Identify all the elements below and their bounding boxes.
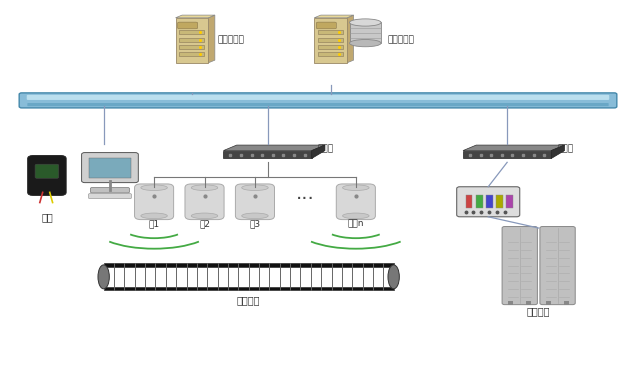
FancyBboxPatch shape bbox=[540, 227, 575, 305]
FancyBboxPatch shape bbox=[81, 152, 138, 182]
Ellipse shape bbox=[343, 185, 369, 190]
FancyBboxPatch shape bbox=[35, 164, 59, 178]
Ellipse shape bbox=[350, 19, 381, 26]
Polygon shape bbox=[223, 145, 325, 150]
FancyBboxPatch shape bbox=[27, 103, 609, 106]
Bar bbox=[350, 22, 381, 43]
Bar bbox=[104, 263, 394, 267]
FancyBboxPatch shape bbox=[486, 195, 493, 208]
Ellipse shape bbox=[141, 213, 167, 219]
Ellipse shape bbox=[191, 213, 218, 219]
Ellipse shape bbox=[350, 40, 381, 47]
Ellipse shape bbox=[343, 213, 369, 219]
Ellipse shape bbox=[242, 185, 268, 190]
Bar bbox=[223, 150, 312, 158]
Polygon shape bbox=[314, 15, 354, 18]
FancyBboxPatch shape bbox=[336, 184, 375, 219]
FancyBboxPatch shape bbox=[90, 187, 130, 193]
FancyBboxPatch shape bbox=[316, 22, 336, 29]
FancyBboxPatch shape bbox=[508, 301, 513, 305]
FancyBboxPatch shape bbox=[19, 93, 617, 108]
Text: 发卡: 发卡 bbox=[41, 213, 53, 223]
FancyBboxPatch shape bbox=[314, 18, 347, 63]
FancyBboxPatch shape bbox=[318, 38, 343, 42]
FancyBboxPatch shape bbox=[88, 194, 132, 199]
FancyBboxPatch shape bbox=[496, 195, 503, 208]
FancyBboxPatch shape bbox=[564, 301, 569, 305]
Text: 工1: 工1 bbox=[149, 219, 160, 228]
Text: ···: ··· bbox=[296, 190, 315, 210]
Text: 交换机: 交换机 bbox=[558, 145, 574, 154]
Text: 仓库管理: 仓库管理 bbox=[527, 306, 550, 316]
Polygon shape bbox=[463, 145, 565, 150]
FancyBboxPatch shape bbox=[235, 184, 275, 219]
FancyBboxPatch shape bbox=[466, 195, 473, 208]
Ellipse shape bbox=[141, 185, 167, 190]
FancyBboxPatch shape bbox=[476, 195, 483, 208]
Polygon shape bbox=[551, 145, 565, 158]
FancyBboxPatch shape bbox=[135, 184, 174, 219]
FancyBboxPatch shape bbox=[179, 52, 204, 56]
Polygon shape bbox=[312, 145, 325, 158]
Text: 工2: 工2 bbox=[199, 219, 210, 228]
FancyBboxPatch shape bbox=[28, 155, 66, 195]
FancyBboxPatch shape bbox=[457, 187, 520, 217]
FancyBboxPatch shape bbox=[179, 38, 204, 42]
Ellipse shape bbox=[98, 265, 109, 289]
Text: 应用服务器: 应用服务器 bbox=[217, 36, 244, 45]
Bar bbox=[104, 287, 394, 290]
FancyBboxPatch shape bbox=[506, 195, 513, 208]
Polygon shape bbox=[347, 15, 354, 63]
Polygon shape bbox=[209, 15, 215, 63]
Text: 交换机: 交换机 bbox=[318, 145, 334, 154]
FancyBboxPatch shape bbox=[502, 227, 537, 305]
FancyBboxPatch shape bbox=[89, 158, 131, 178]
FancyBboxPatch shape bbox=[179, 30, 204, 34]
Text: 工位管理: 工位管理 bbox=[237, 295, 260, 305]
FancyBboxPatch shape bbox=[318, 45, 343, 49]
FancyBboxPatch shape bbox=[318, 52, 343, 56]
FancyBboxPatch shape bbox=[177, 22, 198, 29]
Text: 数据服务器: 数据服务器 bbox=[387, 36, 414, 45]
Text: 工位n: 工位n bbox=[348, 219, 364, 228]
FancyBboxPatch shape bbox=[318, 30, 343, 34]
Bar bbox=[463, 150, 551, 158]
Ellipse shape bbox=[191, 185, 218, 190]
FancyBboxPatch shape bbox=[176, 18, 209, 63]
Polygon shape bbox=[176, 15, 215, 18]
FancyBboxPatch shape bbox=[185, 184, 224, 219]
Text: 工3: 工3 bbox=[249, 219, 261, 228]
FancyBboxPatch shape bbox=[27, 95, 609, 100]
FancyBboxPatch shape bbox=[527, 301, 531, 305]
FancyBboxPatch shape bbox=[546, 301, 551, 305]
Ellipse shape bbox=[242, 213, 268, 219]
FancyBboxPatch shape bbox=[179, 45, 204, 49]
Ellipse shape bbox=[388, 265, 399, 289]
